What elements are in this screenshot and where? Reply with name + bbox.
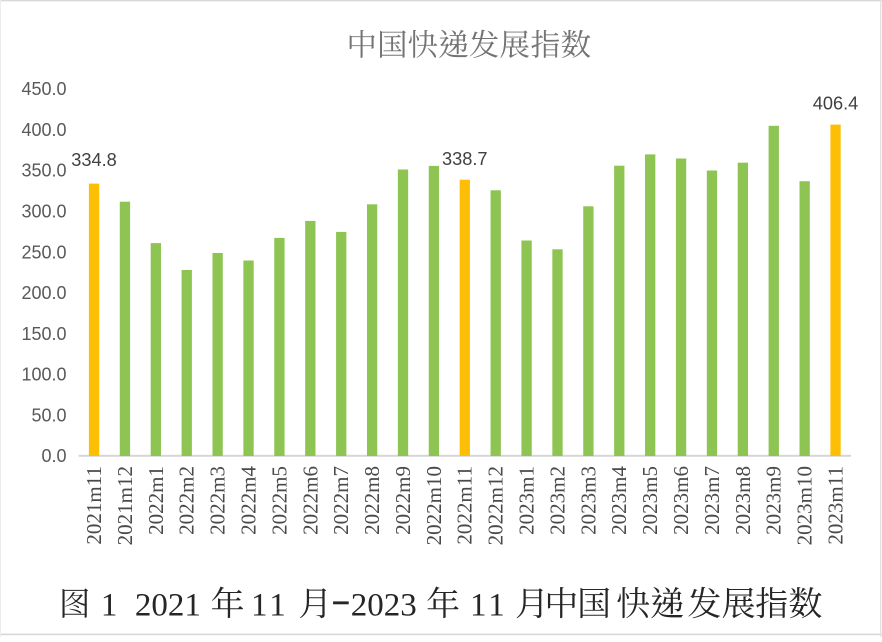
svg-text:2022m1: 2022m1	[144, 466, 168, 535]
svg-text:1: 1	[101, 588, 118, 624]
svg-text:2021m11: 2021m11	[82, 466, 106, 545]
svg-text:2023: 2023	[351, 588, 417, 624]
svg-text:2021m12: 2021m12	[113, 466, 137, 545]
svg-text:334.8: 334.8	[71, 150, 117, 170]
svg-text:400.0: 400.0	[21, 120, 66, 140]
svg-text:2022m6: 2022m6	[298, 466, 322, 535]
svg-text:150.0: 150.0	[21, 324, 66, 344]
svg-text:2022m12: 2022m12	[484, 466, 508, 545]
svg-text:2023m8: 2023m8	[731, 466, 755, 535]
svg-text:2022m4: 2022m4	[236, 466, 260, 535]
svg-text:2022m5: 2022m5	[267, 466, 291, 535]
svg-text:50.0: 50.0	[31, 405, 66, 425]
svg-text:2022m2: 2022m2	[175, 466, 199, 535]
svg-text:2023m10: 2023m10	[793, 466, 817, 545]
svg-text:338.7: 338.7	[442, 149, 488, 169]
svg-text:2022m11: 2022m11	[453, 466, 477, 545]
svg-text:2022m10: 2022m10	[422, 466, 446, 545]
svg-text:406.4: 406.4	[813, 93, 859, 113]
svg-text:2022m8: 2022m8	[360, 466, 384, 535]
svg-text:2023m4: 2023m4	[607, 466, 631, 535]
svg-text:11: 11	[251, 588, 289, 624]
svg-text:100.0: 100.0	[21, 365, 66, 385]
svg-text:2023m9: 2023m9	[762, 466, 786, 535]
svg-text:2023m6: 2023m6	[669, 466, 693, 535]
svg-text:2023m5: 2023m5	[638, 466, 662, 535]
svg-text:2022m3: 2022m3	[206, 466, 230, 535]
svg-text:250.0: 250.0	[21, 242, 66, 262]
svg-text:350.0: 350.0	[21, 161, 66, 181]
svg-text:2022m7: 2022m7	[329, 466, 353, 535]
svg-text:450.0: 450.0	[21, 79, 66, 99]
svg-text:2021: 2021	[135, 588, 201, 624]
svg-text:2023m3: 2023m3	[576, 466, 600, 535]
svg-text:2023m7: 2023m7	[700, 466, 724, 535]
svg-text:2023m2: 2023m2	[545, 466, 569, 535]
svg-text:11: 11	[470, 588, 508, 624]
svg-text:300.0: 300.0	[21, 202, 66, 222]
svg-text:200.0: 200.0	[21, 283, 66, 303]
svg-text:2022m9: 2022m9	[391, 466, 415, 535]
svg-text:2023m1: 2023m1	[515, 466, 539, 535]
svg-text:0.0: 0.0	[41, 446, 66, 466]
svg-text:2023m11: 2023m11	[823, 466, 847, 545]
